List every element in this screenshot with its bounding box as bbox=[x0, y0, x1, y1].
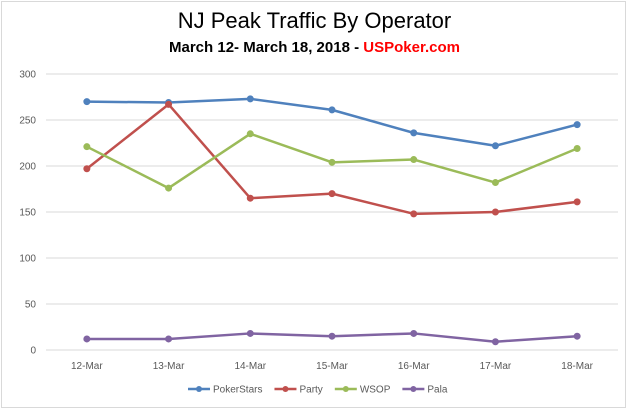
legend-label: Party bbox=[299, 385, 322, 396]
y-tick-label: 250 bbox=[19, 116, 36, 127]
data-point bbox=[410, 129, 418, 137]
x-tick-label: 15-Mar bbox=[316, 361, 348, 372]
data-point bbox=[165, 184, 173, 192]
series-party bbox=[83, 100, 581, 218]
data-point bbox=[246, 130, 254, 138]
x-tick-label: 18-Mar bbox=[561, 361, 593, 372]
data-point bbox=[83, 143, 91, 151]
data-point bbox=[328, 190, 336, 198]
chart-title: NJ Peak Traffic By Operator bbox=[177, 8, 452, 33]
series-pala bbox=[83, 329, 581, 346]
legend-swatch-marker bbox=[282, 386, 289, 392]
data-point bbox=[491, 208, 499, 216]
legend-label: Pala bbox=[427, 385, 447, 396]
subtitle-date-range: March 12- March 18, 2018 - bbox=[169, 39, 364, 56]
y-tick-label: 150 bbox=[19, 208, 36, 219]
legend: PokerStars Party WSOP Pala bbox=[188, 385, 448, 396]
x-tick-label: 13-Mar bbox=[153, 361, 185, 372]
x-axis-ticks: 12-Mar 13-Mar 14-Mar 15-Mar 16-Mar 17-Mar 18-M… bbox=[71, 361, 594, 372]
chart-subtitle: March 12- March 18, 2018 - USPoker.com bbox=[0, 39, 629, 56]
x-tick-label: 14-Mar bbox=[234, 361, 266, 372]
y-tick-label: 0 bbox=[30, 346, 36, 357]
legend-item: Party bbox=[274, 385, 323, 396]
data-point bbox=[573, 332, 581, 340]
data-point bbox=[83, 165, 91, 173]
series-pokerstars bbox=[83, 95, 581, 150]
data-point bbox=[491, 179, 499, 187]
data-point bbox=[83, 98, 91, 106]
data-point bbox=[246, 329, 254, 337]
data-point bbox=[491, 142, 499, 150]
data-point bbox=[83, 335, 91, 343]
x-tick-label: 16-Mar bbox=[398, 361, 430, 372]
legend-swatch-marker bbox=[410, 386, 417, 392]
legend-item: PokerStars bbox=[188, 385, 262, 396]
data-point bbox=[410, 210, 418, 218]
data-point bbox=[410, 329, 418, 337]
data-point bbox=[165, 335, 173, 343]
legend-swatch-marker bbox=[342, 386, 349, 392]
legend-label: WSOP bbox=[360, 385, 391, 396]
y-axis-ticks: 0 50 100 150 200 250 300 bbox=[19, 70, 36, 357]
data-point bbox=[491, 338, 499, 346]
series-line bbox=[85, 97, 579, 148]
series-lines bbox=[83, 95, 581, 346]
x-tick-label: 17-Mar bbox=[480, 361, 512, 372]
legend-label: PokerStars bbox=[213, 385, 262, 396]
data-point bbox=[328, 158, 336, 166]
subtitle-brand: USPoker.com bbox=[363, 39, 460, 56]
legend-item: WSOP bbox=[334, 385, 391, 396]
y-tick-label: 100 bbox=[19, 254, 36, 265]
data-point bbox=[165, 100, 173, 108]
data-point bbox=[246, 194, 254, 202]
data-point bbox=[328, 106, 336, 114]
data-point bbox=[328, 332, 336, 340]
legend-swatch-marker bbox=[196, 386, 202, 392]
y-tick-label: 300 bbox=[19, 70, 36, 81]
y-tick-label: 200 bbox=[19, 162, 36, 173]
data-point bbox=[573, 121, 581, 129]
gridlines bbox=[46, 73, 618, 351]
y-tick-label: 50 bbox=[25, 300, 37, 311]
x-tick-label: 12-Mar bbox=[71, 361, 103, 372]
data-point bbox=[573, 145, 581, 153]
data-point bbox=[573, 198, 581, 206]
data-point bbox=[410, 156, 418, 164]
data-point bbox=[246, 95, 254, 103]
legend-item: Pala bbox=[402, 385, 448, 396]
series-wsop bbox=[83, 130, 581, 192]
